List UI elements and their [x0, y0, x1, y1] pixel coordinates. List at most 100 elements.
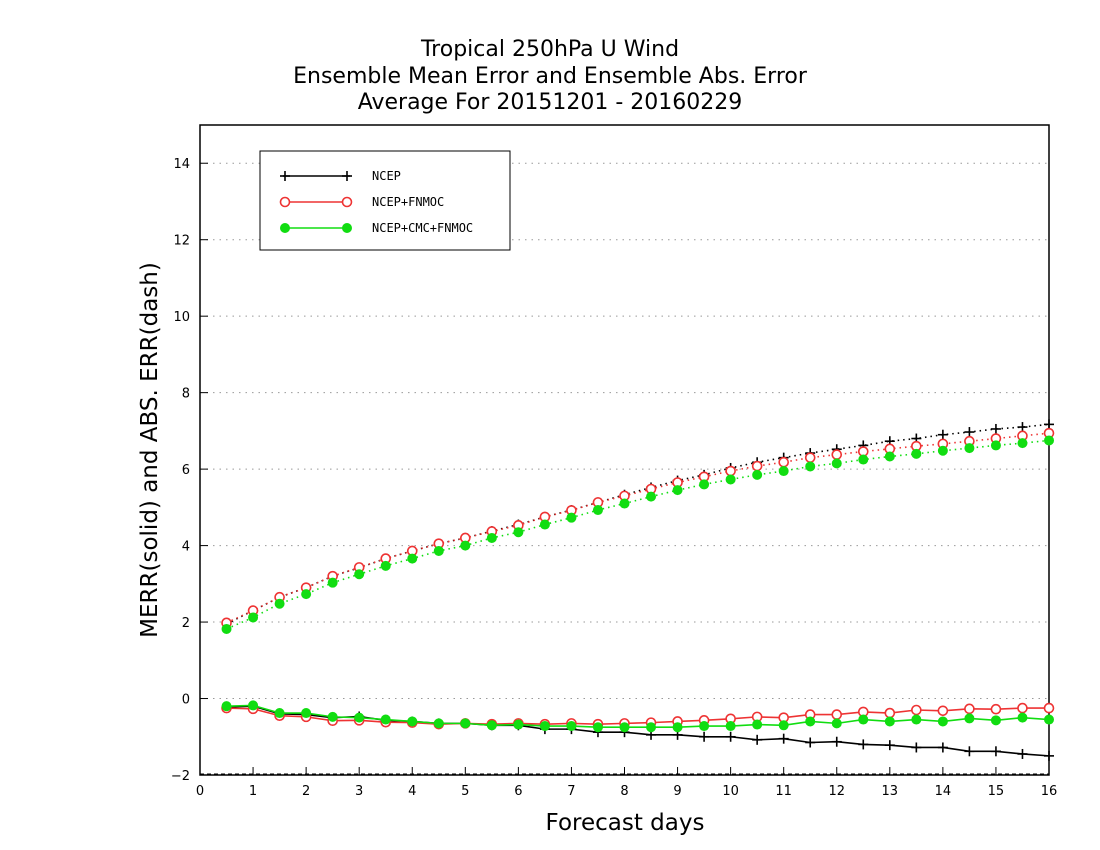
data-point-filled-circle — [805, 461, 816, 472]
data-point-filled-circle — [831, 718, 842, 729]
data-point-filled-circle — [221, 623, 232, 634]
legend-item: NCEP+CMC+FNMOC — [280, 221, 473, 235]
data-point-filled-circle — [274, 708, 285, 719]
data-point-filled-circle — [752, 469, 763, 480]
y-tick-label: 6 — [182, 463, 190, 478]
data-point-filled-circle — [1017, 712, 1028, 723]
data-point-plus — [752, 734, 763, 745]
data-point-plus — [831, 736, 842, 747]
data-point-open-circle — [804, 452, 816, 463]
data-point-plus — [1017, 748, 1028, 759]
x-tick-label: 2 — [302, 784, 310, 799]
y-tick-label: 10 — [173, 310, 190, 325]
data-point-open-circle — [1017, 702, 1028, 714]
data-point-filled-circle — [937, 716, 948, 727]
data-point-filled-circle — [699, 479, 710, 490]
x-tick-label: 5 — [461, 784, 469, 799]
chart-title-line-3: Average For 20151201 - 20160229 — [357, 90, 743, 115]
data-point-plus — [964, 746, 975, 757]
y-axis-label: MERR(solid) and ABS. ERR(dash) — [137, 262, 163, 638]
data-point-filled-circle — [274, 598, 285, 609]
data-point-filled-circle — [566, 512, 577, 523]
legend-label: NCEP+FNMOC — [372, 195, 444, 209]
data-point-filled-circle — [380, 560, 391, 571]
data-point-filled-circle — [778, 720, 789, 731]
y-tick-label: 2 — [182, 616, 190, 631]
data-point-plus — [1017, 422, 1028, 433]
data-point-filled-circle — [858, 454, 869, 465]
data-point-filled-circle — [672, 722, 683, 733]
data-point-filled-circle — [301, 589, 312, 600]
data-point-filled-circle — [566, 721, 577, 732]
abs-error-line — [226, 432, 1050, 624]
data-point-filled-circle — [460, 718, 471, 729]
y-tick-label: 12 — [173, 234, 190, 249]
x-tick-label: 4 — [408, 784, 416, 799]
data-point-plus — [805, 737, 816, 748]
x-tick-label: 15 — [988, 784, 1005, 799]
data-point-filled-circle — [646, 491, 657, 502]
data-point-filled-circle — [699, 721, 710, 732]
x-tick-label: 13 — [882, 784, 899, 799]
data-point-plus — [990, 423, 1001, 434]
data-point-plus — [1044, 419, 1054, 430]
y-tick-label: 0 — [182, 693, 190, 708]
y-tick-label: 8 — [182, 387, 190, 402]
data-point-filled-circle — [884, 451, 895, 462]
legend-item: NCEP+FNMOC — [279, 195, 444, 209]
data-point-filled-circle — [486, 720, 497, 731]
data-point-filled-circle — [619, 498, 630, 509]
data-point-filled-circle — [831, 458, 842, 469]
data-point-filled-circle — [592, 722, 603, 733]
data-point-open-circle — [341, 196, 353, 208]
data-point-filled-circle — [280, 223, 290, 233]
data-point-filled-circle — [486, 532, 497, 543]
data-point-open-circle — [884, 707, 896, 719]
data-point-filled-circle — [725, 721, 736, 732]
data-point-open-circle — [990, 703, 1002, 715]
data-point-plus — [280, 171, 290, 181]
y-tick-label: 14 — [173, 157, 190, 172]
data-point-plus — [858, 739, 869, 750]
data-point-plus — [911, 742, 922, 753]
x-tick-label: 0 — [196, 784, 204, 799]
x-tick-label: 10 — [722, 784, 739, 799]
data-point-open-circle — [831, 449, 843, 460]
data-point-plus — [964, 427, 975, 438]
y-tick-label: −2 — [171, 769, 190, 784]
data-point-filled-circle — [964, 713, 975, 724]
data-point-open-circle — [778, 456, 789, 468]
x-axis-label: Forecast days — [545, 810, 705, 836]
series-layer — [221, 419, 1055, 761]
data-point-filled-circle — [911, 714, 922, 725]
data-point-open-circle — [911, 704, 922, 716]
data-point-filled-circle — [752, 719, 763, 730]
data-point-filled-circle — [778, 466, 789, 477]
data-point-filled-circle — [1017, 438, 1028, 449]
chart-title-line-1: Tropical 250hPa U Wind — [420, 37, 680, 62]
data-point-filled-circle — [433, 718, 444, 729]
data-point-filled-circle — [990, 440, 1001, 451]
data-point-filled-circle — [964, 443, 975, 454]
legend: NCEP NCEP+FNMOC NCEP+CMC+FNMOC — [259, 150, 511, 251]
series-ncep-cmc-fnmoc — [221, 435, 1054, 733]
data-point-filled-circle — [539, 721, 550, 732]
data-point-open-circle — [964, 703, 975, 715]
data-point-filled-circle — [354, 712, 365, 723]
x-tick-label: 1 — [249, 784, 257, 799]
data-point-filled-circle — [221, 701, 232, 712]
legend-box — [259, 150, 511, 251]
data-point-filled-circle — [592, 505, 603, 516]
data-point-plus — [725, 731, 736, 742]
data-point-filled-circle — [937, 445, 948, 456]
data-point-filled-circle — [407, 553, 418, 564]
data-point-plus — [699, 731, 710, 742]
data-point-filled-circle — [619, 722, 630, 733]
data-point-filled-circle — [248, 700, 259, 711]
data-point-open-circle — [831, 709, 843, 720]
data-point-plus — [1044, 750, 1054, 761]
data-point-plus — [937, 742, 948, 753]
data-point-filled-circle — [513, 527, 524, 538]
data-point-filled-circle — [327, 577, 338, 588]
